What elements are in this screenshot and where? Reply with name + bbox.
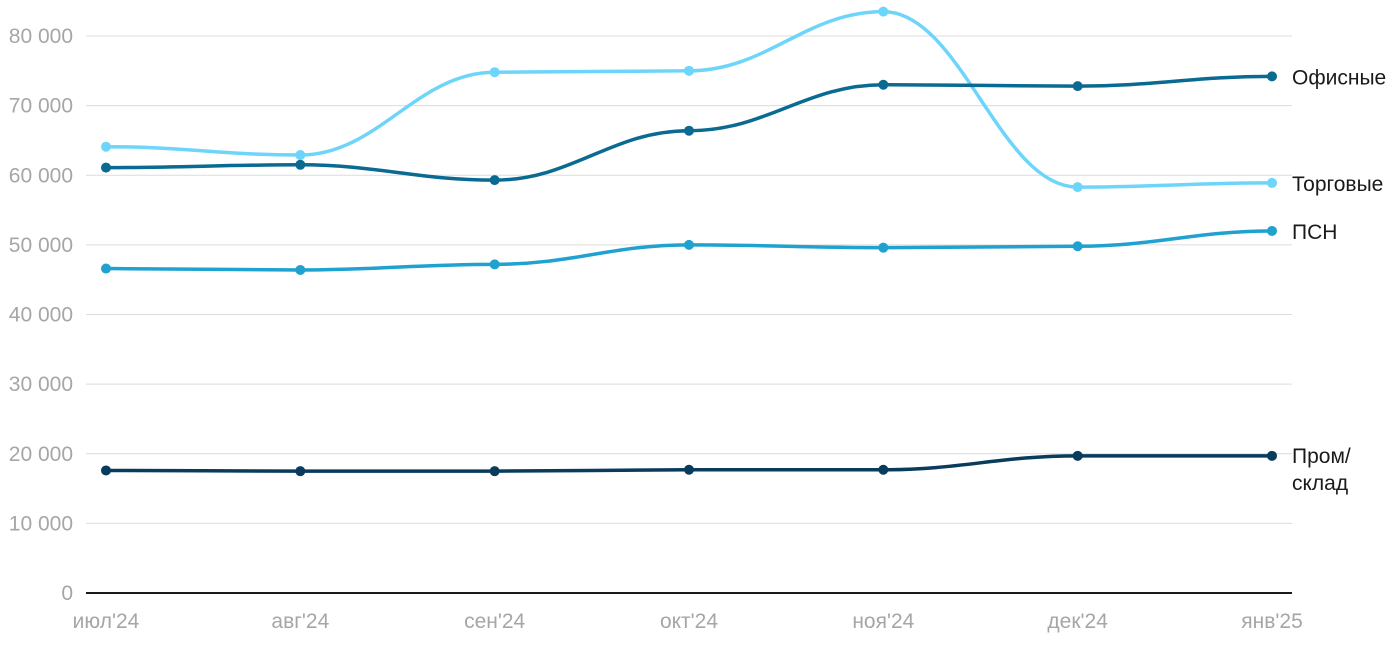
series-label-line: Офисные: [1292, 66, 1386, 89]
data-point-офисные: [101, 162, 111, 173]
data-point-торговые: [489, 67, 500, 78]
data-point-псн: [489, 259, 500, 270]
y-tick-label: 20 000: [9, 443, 73, 466]
data-point-пром-склад: [1072, 450, 1083, 461]
data-point-офисные: [295, 159, 306, 170]
y-tick-label: 0: [61, 582, 73, 605]
series-label-офисные: Офисные: [1292, 66, 1386, 89]
x-tick-label: сен'24: [464, 610, 525, 633]
series-label-торговые: Торговые: [1292, 173, 1383, 196]
data-point-псн: [295, 264, 306, 275]
data-point-пром-склад: [101, 465, 111, 476]
y-tick-label: 40 000: [9, 304, 73, 327]
x-tick-label: авг'24: [271, 610, 329, 633]
data-point-псн: [684, 239, 694, 250]
data-point-пром-склад: [878, 464, 889, 475]
y-axis-tick-labels: 0 10 000 20 000 30 000 40 000 50 000 60 000 70 …: [9, 25, 73, 605]
data-point-торговые: [295, 150, 306, 161]
data-point-пром-склад: [1267, 450, 1277, 461]
data-point-торговые: [1267, 177, 1277, 188]
x-tick-label: окт'24: [660, 610, 718, 633]
y-tick-label: 10 000: [9, 512, 73, 535]
y-tick-label: 30 000: [9, 373, 73, 396]
series-label-line: склад: [1292, 472, 1348, 495]
x-tick-label: дек'24: [1047, 610, 1108, 633]
y-tick-label: 80 000: [9, 25, 73, 48]
series-label-line: Пром/: [1292, 445, 1351, 468]
data-point-торговые: [878, 6, 889, 17]
data-point-пром-склад: [295, 466, 306, 477]
x-tick-label: ноя'24: [852, 610, 914, 633]
y-tick-label: 70 000: [9, 95, 73, 118]
data-point-офисные: [1267, 71, 1277, 82]
data-point-офисные: [878, 79, 889, 90]
series-label-line: Торговые: [1292, 173, 1383, 196]
series-line-торговые: [104, 9, 1274, 189]
series-line-псн: [104, 229, 1274, 272]
series-labels: Торговые Офисные ПСН Пром/склад: [1292, 66, 1386, 494]
y-tick-label: 60 000: [9, 164, 73, 187]
y-tick-label: 50 000: [9, 234, 73, 257]
data-point-офисные: [1072, 81, 1083, 92]
series-label-пром-склад: Пром/склад: [1292, 445, 1351, 495]
data-point-торговые: [684, 65, 694, 76]
series-points: [101, 6, 1277, 477]
series-label-псн: ПСН: [1292, 221, 1337, 244]
data-point-псн: [878, 242, 889, 253]
x-axis-tick-labels: июл'24 авг'24 сен'24 окт'24 ноя'24 дек'24 янв'…: [73, 610, 1303, 633]
data-point-офисные: [684, 125, 694, 136]
data-point-торговые: [101, 141, 111, 152]
data-point-псн: [101, 263, 111, 274]
series-label-line: ПСН: [1292, 221, 1337, 244]
data-point-торговые: [1072, 182, 1083, 193]
x-tick-label: янв'25: [1241, 610, 1303, 633]
data-point-пром-склад: [489, 466, 500, 477]
data-point-псн: [1072, 241, 1083, 252]
gridlines: [86, 35, 1292, 524]
data-point-псн: [1267, 225, 1277, 236]
data-point-офисные: [489, 175, 500, 186]
data-point-пром-склад: [684, 464, 694, 475]
x-tick-label: июл'24: [73, 610, 140, 633]
